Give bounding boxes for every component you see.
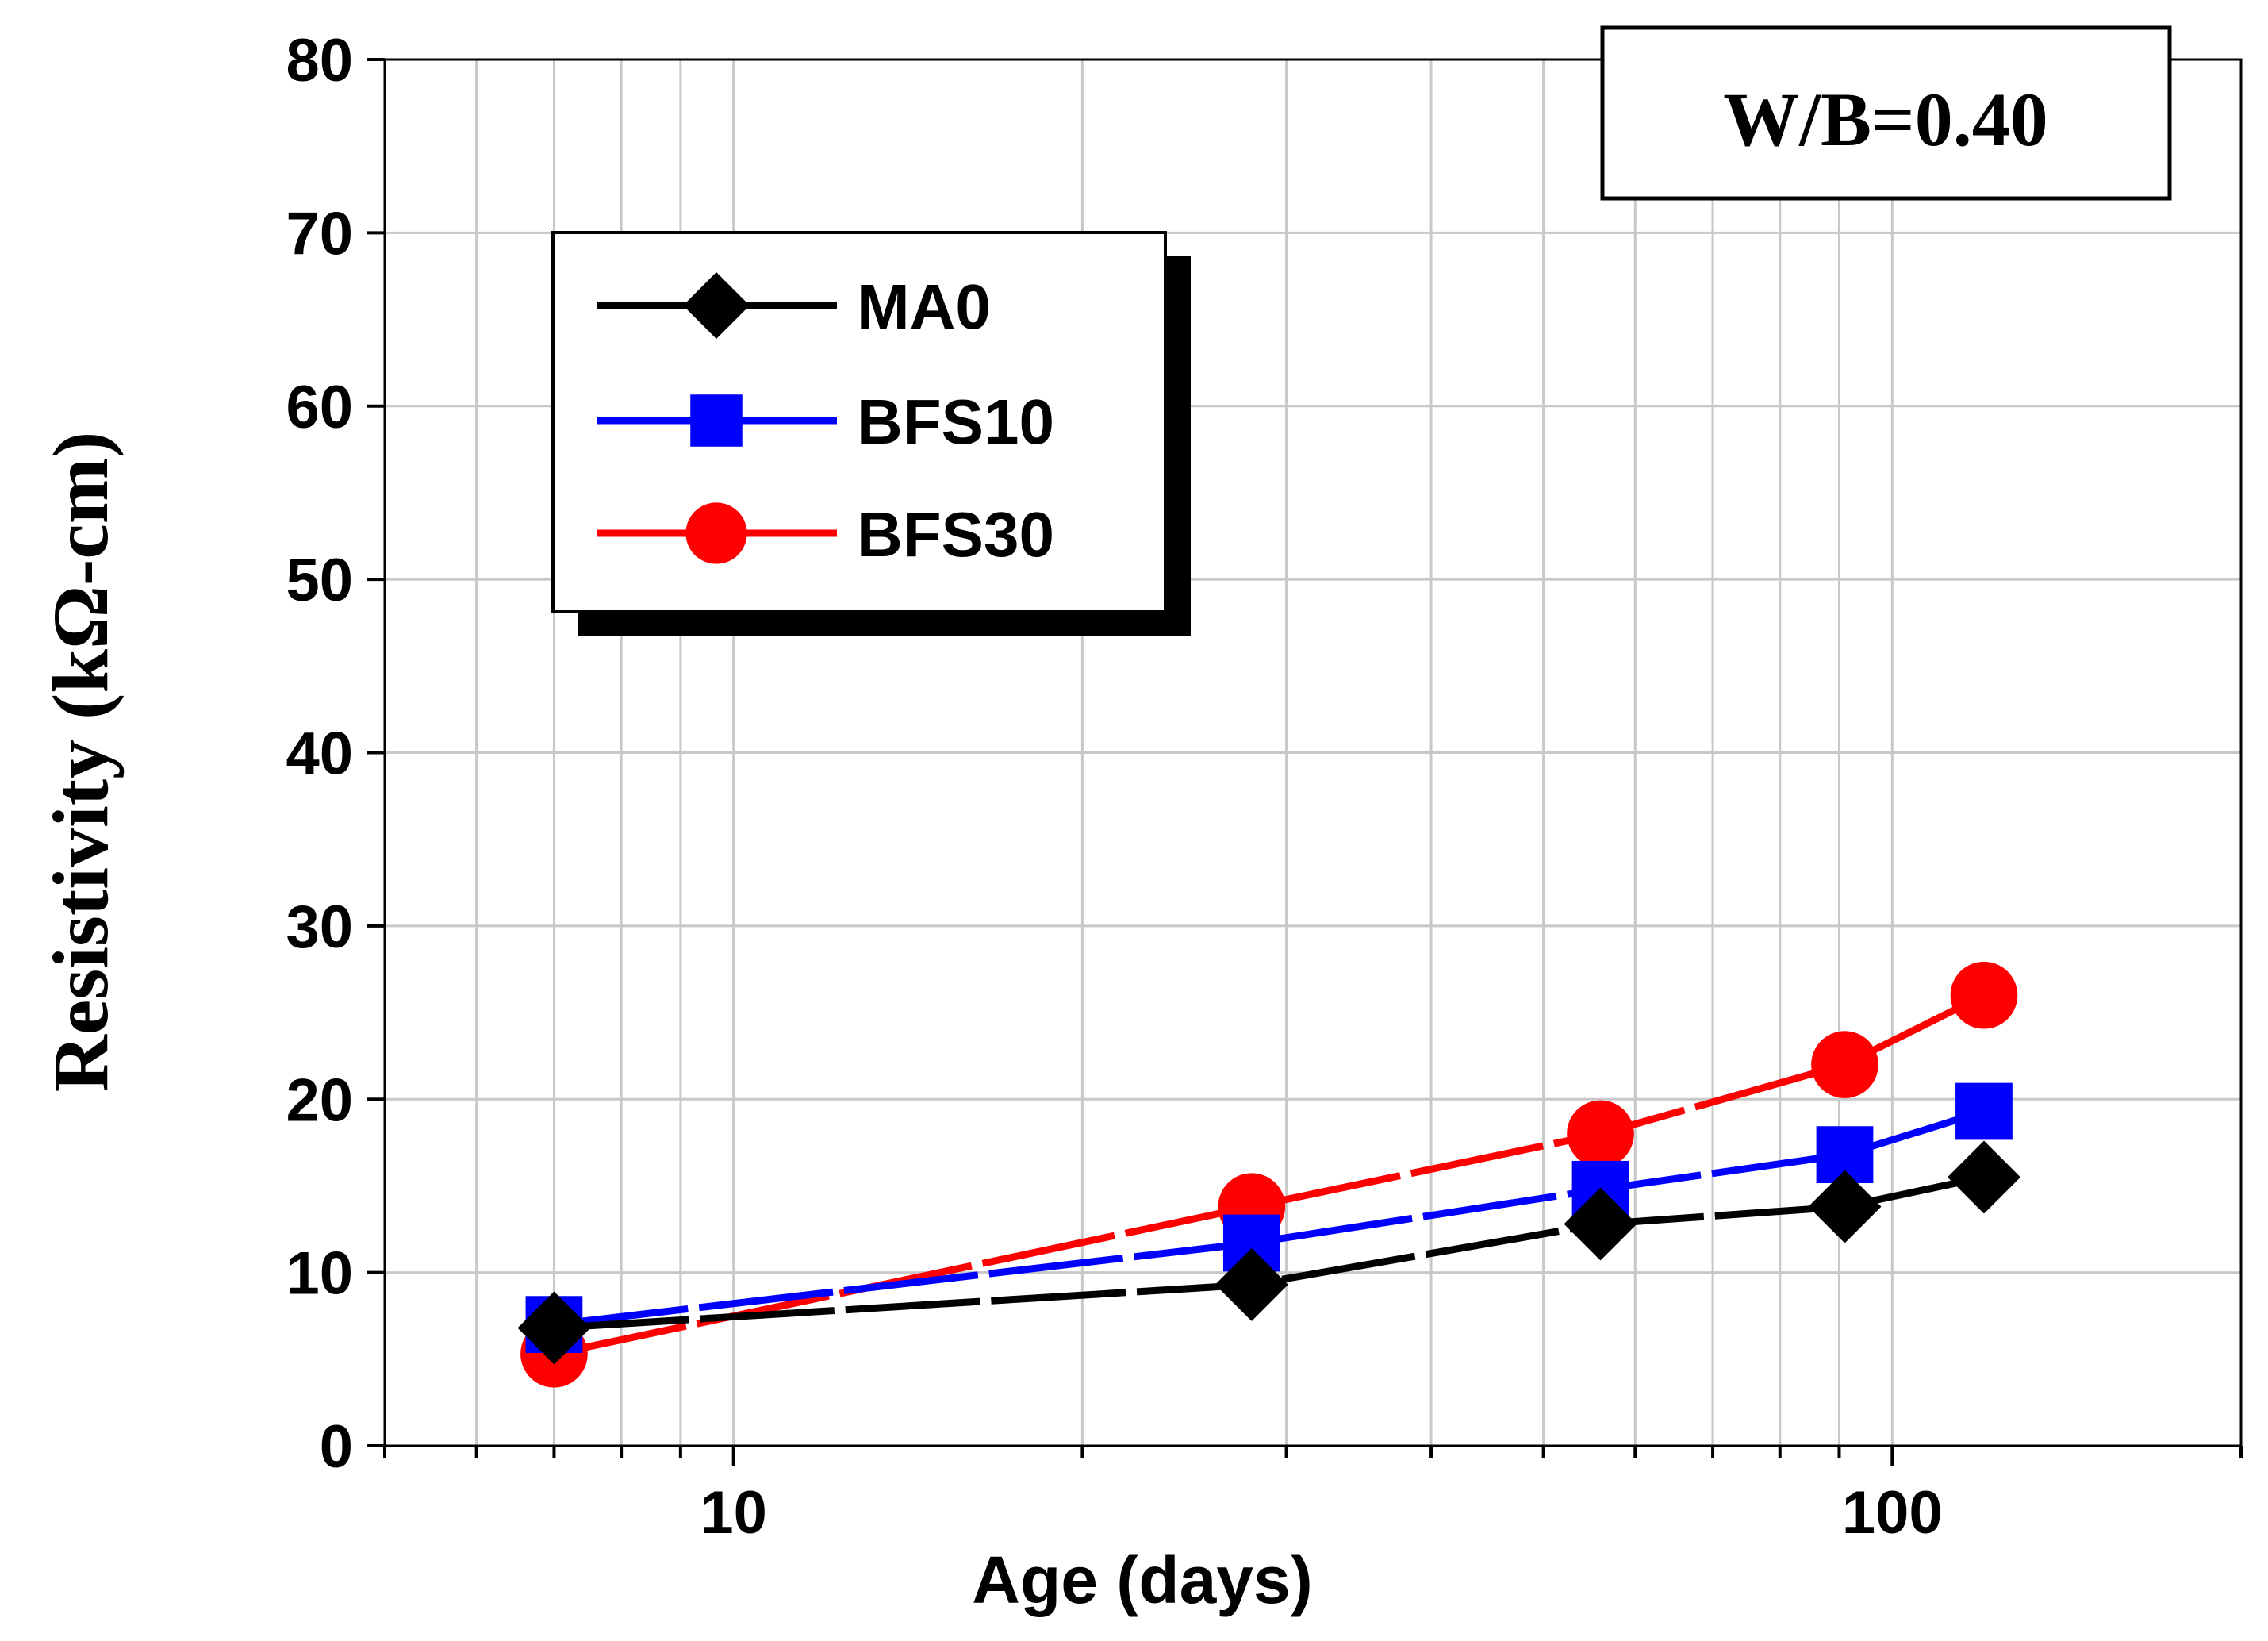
legend: MA0 BFS10 BFS30 (551, 231, 1191, 636)
y-tick-label: 50 (286, 547, 353, 614)
data-point-bfs30 (1950, 961, 2018, 1029)
legend-marker-ma0 (683, 272, 750, 339)
x-axis-title: Age (days) (972, 1543, 1312, 1617)
legend-label-bfs10: BFS10 (857, 386, 1054, 457)
legend-item-bfs10: BFS10 (597, 386, 1054, 457)
x-tick-label: 10 (700, 1479, 767, 1547)
data-point-ma0 (1808, 1170, 1882, 1243)
legend-label-ma0: MA0 (857, 271, 991, 342)
y-tick-label: 60 (286, 374, 353, 441)
data-point-bfs10 (1955, 1082, 2013, 1140)
legend-item-ma0: MA0 (597, 271, 991, 342)
legend-label-bfs30: BFS30 (857, 499, 1054, 570)
annotation-box: W/B=0.40 (1600, 25, 2172, 201)
data-point-bfs30 (1811, 1031, 1878, 1098)
y-tick-label: 10 (286, 1240, 353, 1308)
y-tick-label: 70 (286, 200, 353, 267)
data-point-ma0 (1215, 1247, 1288, 1321)
y-tick-label: 20 (286, 1066, 353, 1134)
axes: 0 10 20 30 40 50 60 70 80 10 100 (286, 27, 2243, 1547)
data-point-ma0 (1564, 1187, 1637, 1261)
series-layer (517, 961, 2020, 1388)
legend-marker-bfs10 (690, 394, 743, 447)
y-tick-label: 30 (286, 894, 353, 961)
y-tick-label: 80 (286, 27, 353, 94)
x-tick-label: 100 (1842, 1479, 1943, 1547)
y-axis-title: Resistivity (kΩ-cm) (36, 432, 125, 1093)
data-point-ma0 (1947, 1140, 2020, 1214)
data-point-bfs30 (1567, 1100, 1634, 1168)
legend-marker-bfs30 (685, 502, 747, 564)
y-tick-label: 0 (320, 1413, 353, 1481)
data-point-ma0 (517, 1291, 591, 1365)
legend-item-bfs30: BFS30 (597, 499, 1054, 570)
y-tick-label: 40 (286, 721, 353, 788)
annotation-text: W/B=0.40 (1723, 77, 2047, 162)
